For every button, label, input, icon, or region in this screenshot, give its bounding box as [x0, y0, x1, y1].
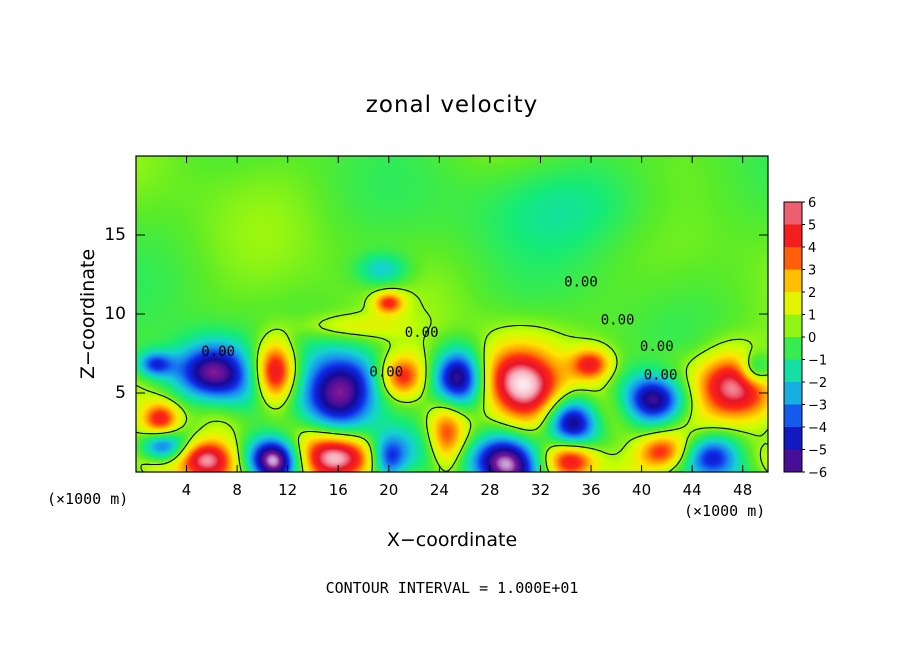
colorbar-tick-label: −2	[808, 376, 827, 391]
colorbar-tick-label: 0	[808, 331, 816, 346]
colorbar-swatch	[784, 247, 802, 270]
x-tick-label: 8	[232, 481, 242, 499]
x-tick-label: 16	[329, 481, 348, 499]
chart-title: zonal velocity	[366, 92, 538, 118]
colorbar-tick-label: 5	[808, 219, 816, 234]
zero-contour-path	[136, 287, 768, 472]
contour-label: 0.00	[369, 364, 403, 380]
contour-label: 0.00	[644, 368, 678, 384]
x-tick-label: 12	[278, 481, 297, 499]
colorbar-tick-label: 6	[808, 196, 816, 211]
colorbar-swatch	[784, 359, 802, 383]
contour-label: 0.00	[564, 274, 598, 290]
colorbar-swatch	[784, 292, 802, 315]
colorbar-tick-label: −5	[808, 444, 827, 459]
x-axis-label: X−coordinate	[387, 529, 517, 551]
x-tick-label: 28	[480, 481, 499, 499]
colorbar-tick-label: −3	[808, 399, 827, 414]
colorbar-tick-label: 4	[808, 241, 816, 256]
colorbar-tick-label: 3	[808, 264, 816, 279]
y-axis-label: Z−coordinate	[77, 249, 99, 379]
y-tick-label: 5	[115, 383, 126, 403]
colorbar-tick-label: −6	[808, 466, 827, 481]
contour-label: 0.00	[601, 312, 635, 328]
plot-area: 0.00 0.00 0.00 0.00 0.00 0.00 0.00	[135, 155, 769, 473]
colorbar-swatch	[784, 202, 802, 225]
x-unit-left: (×1000 m)	[47, 490, 128, 508]
x-tick-label: 40	[632, 481, 651, 499]
colorbar: 6 5 4 3 2 1 0 −1 −2 −3 −4 −5 −6	[783, 196, 827, 481]
x-tick-label: 4	[182, 481, 192, 499]
contour-label: 0.00	[405, 325, 439, 341]
colorbar-swatch	[784, 224, 802, 248]
x-tick-label: 32	[531, 481, 550, 499]
contour-interval-footer: CONTOUR INTERVAL = 1.000E+01	[326, 579, 579, 597]
x-tick-label: 36	[581, 481, 600, 499]
colorbar-swatch	[784, 427, 802, 450]
x-axis: 4 8 12 16 20 24 28 32 36 40 44 48	[182, 156, 752, 499]
velocity-field	[136, 156, 768, 472]
colorbar-tick-label: −4	[808, 421, 827, 436]
x-tick-label: 48	[733, 481, 752, 499]
contour-labels: 0.00 0.00 0.00 0.00 0.00 0.00 0.00	[201, 274, 677, 383]
colorbar-swatch	[784, 269, 802, 293]
y-tick-label: 10	[104, 304, 126, 324]
contour-label: 0.00	[640, 339, 674, 355]
colorbar-tick-label: 2	[808, 286, 816, 301]
colorbar-tick-label: 1	[808, 309, 816, 324]
colorbar-swatch	[784, 449, 802, 473]
colorbar-swatch	[784, 314, 802, 338]
x-tick-label: 44	[683, 481, 702, 499]
zero-contour-lines	[136, 287, 768, 472]
x-tick-label: 20	[379, 481, 398, 499]
x-unit-right: (×1000 m)	[684, 502, 765, 520]
colorbar-swatch	[784, 337, 802, 360]
x-tick-label: 24	[430, 481, 449, 499]
colorbar-swatch	[784, 382, 802, 405]
y-axis: 5 10 15	[104, 225, 768, 403]
colorbar-tick-label: −1	[808, 354, 827, 369]
colorbar-swatch	[784, 404, 802, 428]
y-tick-label: 15	[104, 225, 126, 245]
contour-label: 0.00	[201, 344, 235, 360]
